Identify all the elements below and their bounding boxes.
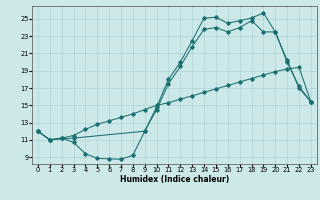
X-axis label: Humidex (Indice chaleur): Humidex (Indice chaleur)	[120, 175, 229, 184]
